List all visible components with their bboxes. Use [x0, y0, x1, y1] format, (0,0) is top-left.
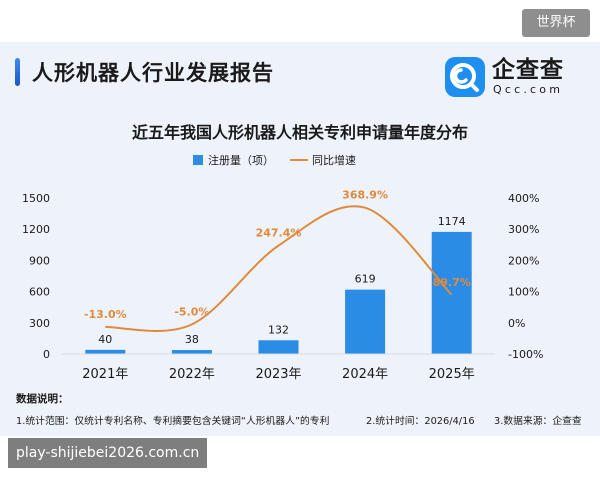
y-right-tick-label: 200%	[508, 254, 539, 267]
growth-value-label: 368.9%	[342, 189, 388, 202]
x-category-label: 2025年	[429, 367, 475, 382]
legend-bar-label: 注册量（项）	[208, 153, 274, 167]
growth-value-label: 247.4%	[256, 227, 302, 240]
logo-subtitle: Qcc.com	[493, 83, 564, 96]
growth-value-label: 89.7%	[433, 276, 471, 289]
y-right-tick-label: -100%	[508, 348, 543, 361]
notes-title: 数据说明：	[16, 393, 69, 405]
bar	[258, 340, 299, 354]
notes-row: 1.统计范围：仅统计专利名称、专利摘要包含关键词“人形机器人”的专利 2.统计时间…	[16, 413, 591, 427]
y-left-tick-label: 0	[43, 348, 50, 361]
y-right-tick-label: 100%	[508, 286, 539, 299]
x-category-label: 2022年	[169, 367, 215, 382]
bar-value-label: 1174	[438, 215, 466, 228]
legend-line-label: 同比增速	[312, 153, 356, 167]
bar	[431, 231, 472, 354]
legend-bar-swatch	[193, 155, 203, 165]
chart-title: 近五年我国人形机器人相关专利申请量年度分布	[132, 123, 468, 142]
note-scope: 1.统计范围：仅统计专利名称、专利摘要包含关键词“人形机器人”的专利	[16, 416, 330, 427]
bar	[85, 349, 126, 354]
y-left-tick-label: 900	[29, 254, 50, 267]
bar-value-label: 619	[355, 273, 376, 286]
y-right-tick-label: 400%	[508, 192, 539, 205]
qcc-logo: 企查查 Qcc.com	[445, 55, 585, 99]
bar-value-label: 132	[268, 323, 289, 336]
y-left-tick-label: 1500	[22, 192, 50, 205]
growth-value-label: -13.0%	[84, 308, 127, 321]
y-right-tick-label: 300%	[508, 223, 539, 236]
watermark-badge: 世界杯	[522, 9, 590, 37]
bar	[345, 289, 386, 354]
note-time: 2.统计时间：2026/4/16	[366, 416, 475, 427]
x-category-label: 2024年	[342, 367, 388, 382]
growth-line	[105, 205, 453, 332]
x-category-label: 2023年	[255, 367, 301, 382]
bar	[171, 350, 212, 354]
y-left-tick-label: 300	[29, 317, 50, 330]
report-title: 人形机器人行业发展报告	[32, 61, 274, 85]
header-accent-bar	[15, 58, 20, 86]
report-card	[0, 42, 600, 436]
site-watermark: play-shijiebei2026.com.cn	[8, 438, 208, 468]
note-source: 3.数据来源：企查查	[494, 416, 582, 427]
y-right-tick-label: 0%	[508, 317, 525, 330]
qcc-logo-icon	[445, 57, 485, 97]
bar-value-label: 38	[185, 333, 199, 346]
logo-name: 企查查	[492, 57, 564, 83]
y-left-tick-label: 1200	[22, 223, 50, 236]
y-left-tick-label: 600	[29, 286, 50, 299]
growth-value-label: -5.0%	[174, 305, 209, 318]
x-category-label: 2021年	[82, 367, 128, 382]
bar-value-label: 40	[98, 333, 112, 346]
